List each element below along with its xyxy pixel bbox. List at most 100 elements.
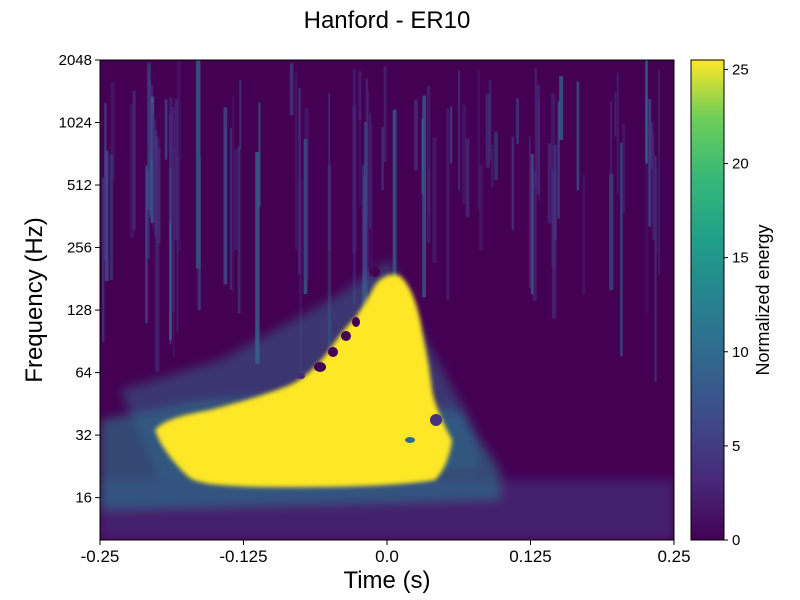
noise-streak [104, 150, 109, 282]
noise-streak [289, 63, 294, 116]
colorbar [690, 59, 725, 541]
y-tick-label: 512 [67, 177, 92, 194]
noise-streak [551, 93, 556, 267]
noise-streak [516, 98, 520, 145]
x-axis-ticks: -0.25 -0.125 0.0 0.125 0.25 [81, 540, 691, 566]
noise-streak [383, 66, 387, 163]
noise-streak [488, 80, 492, 161]
x-tick-label: 0.0 [375, 547, 399, 566]
noise-streak [576, 81, 580, 191]
plot-area [100, 60, 674, 540]
noise-streak [458, 70, 461, 192]
noise-streak [155, 136, 160, 372]
noise-streak [223, 107, 228, 285]
noise-streak [298, 87, 302, 275]
noise-streak [151, 102, 154, 159]
noise-streak [304, 108, 309, 280]
noise-streak [102, 177, 105, 342]
noise-streak [239, 79, 242, 150]
noise-streak [534, 68, 537, 188]
noise-streak [511, 136, 515, 231]
colorbar-tick-label: 15 [732, 250, 749, 267]
y-tick-label: 16 [75, 490, 92, 507]
colorbar-ticks: 0 5 10 15 20 25 [724, 61, 749, 549]
noise-streak [147, 68, 150, 146]
noise-streak [465, 138, 470, 218]
noise-streak [655, 167, 658, 254]
y-tick-label: 64 [75, 365, 92, 382]
y-axis-ticks: 16 32 64 128 256 512 1024 2048 [59, 52, 100, 507]
noise-streak [358, 70, 362, 121]
noise-streak [154, 130, 158, 237]
noise-streak [609, 101, 613, 191]
noise-streak [450, 106, 453, 164]
noise-streak [528, 136, 531, 288]
noise-streak [614, 91, 617, 137]
x-axis-label: Time (s) [343, 567, 430, 594]
noise-streak [620, 142, 623, 357]
noise-streak [654, 155, 657, 382]
noise-streak [658, 69, 660, 276]
noise-streak [255, 151, 260, 364]
noise-streak [358, 112, 361, 206]
chart-title: Hanford - ER10 [304, 7, 471, 34]
noise-streak [648, 98, 652, 227]
noise-streak [426, 85, 431, 244]
noise-streak [532, 170, 537, 301]
signal-holes [297, 267, 442, 443]
x-tick-label: -0.125 [219, 547, 267, 566]
noise-streak [237, 146, 241, 314]
noise-streak [479, 164, 484, 251]
noise-streak [622, 123, 626, 214]
noise-streak [414, 99, 418, 171]
noise-streak [427, 169, 430, 214]
noise-streak [551, 169, 557, 319]
noise-streak [651, 133, 655, 240]
noise-streak [327, 164, 332, 350]
noise-streak [422, 95, 427, 298]
noise-streak [538, 102, 541, 201]
noise-streak [364, 163, 368, 226]
noise-streak [609, 173, 614, 291]
noise-streak [644, 96, 649, 314]
noise-streak [156, 147, 161, 243]
noise-streak [370, 124, 373, 300]
noise-streak [366, 90, 370, 287]
x-tick-label: 0.25 [657, 547, 690, 566]
noise-streak [299, 177, 303, 381]
noise-streak [446, 108, 450, 300]
y-tick-label: 2048 [59, 52, 92, 69]
noise-streak [485, 93, 491, 168]
signal-blob [155, 274, 452, 488]
y-tick-label: 256 [67, 240, 92, 257]
noise-streak [232, 95, 235, 294]
noise-streak [328, 92, 330, 251]
noise-streak [582, 174, 586, 296]
noise-streak [557, 100, 560, 219]
noise-streak [491, 144, 494, 188]
noise-streak [494, 131, 498, 181]
y-tick-label: 32 [75, 427, 92, 444]
noise-streak [432, 137, 437, 263]
noise-streak [109, 154, 114, 281]
colorbar-label: Normalized energy [753, 224, 773, 375]
noise-streak [392, 109, 397, 310]
noise-streak [461, 104, 467, 205]
noise-streak [530, 153, 534, 295]
y-axis-label: Frequency (Hz) [21, 217, 48, 382]
noise-streak [364, 121, 368, 341]
noise-streak [645, 60, 648, 164]
noise-streak [176, 61, 181, 251]
noise-streak [295, 72, 298, 251]
noise-streak [233, 148, 238, 250]
noise-streak [369, 112, 372, 229]
noise-streak [258, 102, 261, 207]
noise-streak [174, 99, 179, 241]
noise-streak [110, 81, 115, 181]
y-tick-label: 128 [67, 302, 92, 319]
noise-streak [381, 127, 384, 191]
noise-streak [145, 165, 148, 324]
colorbar-tick-label: 10 [732, 344, 749, 361]
noise-streak [197, 155, 201, 311]
